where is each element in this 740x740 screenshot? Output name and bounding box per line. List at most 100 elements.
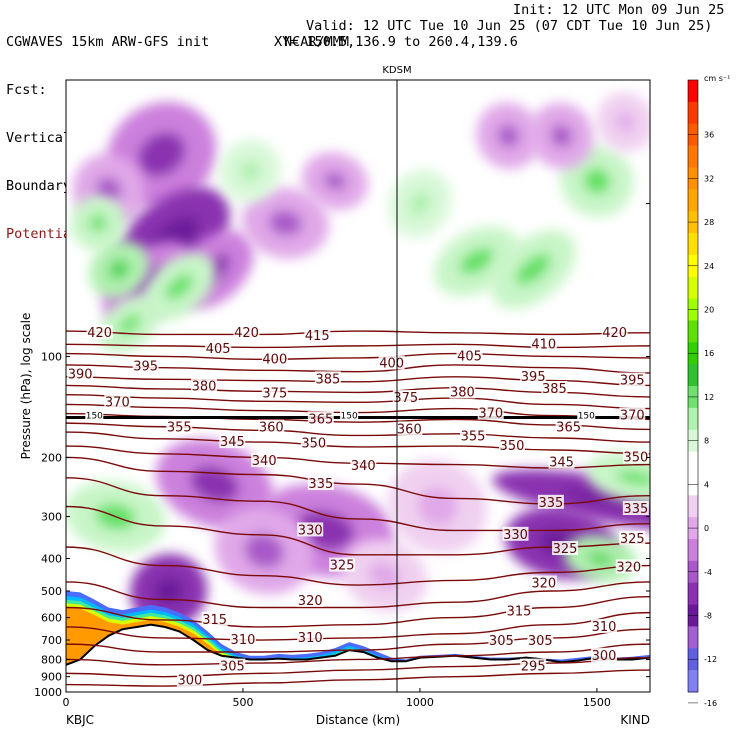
x-axis-title: Distance (km): [316, 713, 400, 727]
vv-blob-core: [550, 124, 573, 148]
vv-blob: [388, 169, 452, 238]
colorbar-label: 0: [704, 524, 709, 533]
theta-label: 420: [234, 326, 259, 341]
theta-label-bg: [297, 592, 324, 607]
theta-label: 340: [252, 454, 277, 469]
theta-line: [66, 596, 650, 628]
theta-label-bg: [261, 351, 288, 366]
tracer-label-bg: [577, 409, 596, 420]
theta-label: 420: [602, 326, 627, 341]
theta-label: 350: [623, 450, 648, 465]
theta-label-bg: [590, 618, 617, 633]
vv-blob-core: [515, 253, 551, 286]
tracer-label-bg: [85, 409, 104, 420]
theta-label: 370: [620, 409, 645, 424]
theta-label-bg: [530, 336, 557, 351]
theta-label: 395: [620, 374, 645, 389]
y-tick-label: 500: [41, 585, 62, 598]
theta-label: 310: [592, 620, 617, 635]
colorbar-segment: [688, 582, 698, 606]
theta-label-bg: [520, 658, 547, 673]
theta-label: 320: [298, 594, 323, 609]
theta-label: 295: [521, 660, 546, 675]
theta-label: 310: [298, 631, 323, 646]
theta-label: 340: [351, 459, 376, 474]
theta-label-bg: [392, 390, 419, 405]
vv-blob: [341, 539, 428, 612]
theta-line: [66, 364, 650, 374]
theta-label: 395: [521, 370, 546, 385]
colorbar-label: 8: [704, 437, 709, 446]
theta-label-bg: [191, 378, 218, 393]
y-axis: 100 200 300 400 500 600 700 800 900 1000: [34, 202, 650, 699]
vv-blob-core: [165, 274, 194, 300]
theta-label-bg: [307, 476, 334, 491]
theta-label: 335: [538, 496, 563, 511]
vv-blob-core: [587, 552, 614, 565]
vv-blob-core: [244, 533, 285, 569]
theta-label-bg: [477, 405, 504, 420]
y-tick-label: 100: [41, 350, 62, 363]
theta-label: 305: [220, 660, 245, 675]
vv-blob-core: [239, 160, 261, 182]
model-title: CGWAVES 15km ARW-GFS init: [6, 34, 210, 50]
theta-label-bg: [166, 419, 193, 434]
y-tick-label: 400: [41, 552, 62, 565]
theta-label: 390: [68, 367, 93, 382]
vv-blob: [242, 187, 329, 259]
vv-blob-core: [497, 124, 520, 148]
colorbar-segment: [688, 407, 698, 431]
vv-blob-core: [323, 172, 347, 190]
x-tick-label: 0: [63, 696, 70, 709]
theta-label-bg: [205, 340, 232, 355]
theta-label-bg: [261, 385, 288, 400]
theta-label-bg: [530, 575, 557, 590]
theta-label: 350: [500, 439, 525, 454]
theta-label-bg: [176, 672, 203, 687]
theta-label-bg: [488, 633, 515, 648]
theta-label-bg: [307, 411, 334, 426]
theta-label-bg: [552, 541, 579, 556]
colorbar-label: -8: [704, 612, 712, 621]
theta-label: 410: [531, 337, 556, 352]
colorbar-segment: [688, 189, 698, 212]
vv-blob-core: [268, 210, 303, 236]
theta-label-bg: [619, 407, 646, 422]
theta-label: 320: [531, 577, 556, 592]
theta-label-bg: [537, 494, 564, 509]
vv-blob: [98, 295, 161, 353]
left-station-label: KBJC: [66, 713, 94, 727]
theta-label-bg: [548, 454, 575, 469]
theta-label: 370: [105, 395, 130, 410]
colorbar-label: 32: [704, 174, 714, 183]
theta-label: 345: [220, 435, 245, 450]
tracer-label: 150: [341, 412, 358, 422]
theta-label: 415: [305, 329, 330, 344]
theta-label-bg: [297, 629, 324, 644]
colorbar-label: -12: [704, 655, 717, 664]
theta-label: 360: [259, 421, 284, 436]
theta-label-bg: [300, 435, 327, 450]
theta-label: 330: [298, 523, 323, 538]
vv-blob-core: [89, 214, 107, 232]
colorbar-label: 4: [704, 480, 709, 489]
theta-label-bg: [329, 557, 356, 572]
colorbar-label: 20: [704, 306, 714, 315]
plot-frame: [65, 79, 651, 693]
colorbar-segment: [688, 539, 698, 562]
theta-label: 335: [308, 477, 333, 492]
vv-blob: [529, 102, 594, 169]
vv-blob-core: [190, 465, 240, 503]
x-axis: 0 500 1000 1500: [63, 688, 611, 709]
y-axis-title: Pressure (hPa), log scale: [19, 313, 33, 460]
colorbar-segment: [688, 233, 698, 256]
theta-label: 405: [206, 342, 231, 357]
y-tick-label: 200: [41, 451, 62, 464]
tracer-label: 150: [578, 412, 595, 422]
colorbar-label: -4: [704, 568, 712, 577]
theta-label-bg: [541, 380, 568, 395]
vv-blob: [476, 102, 541, 169]
theta-line: [66, 393, 650, 410]
